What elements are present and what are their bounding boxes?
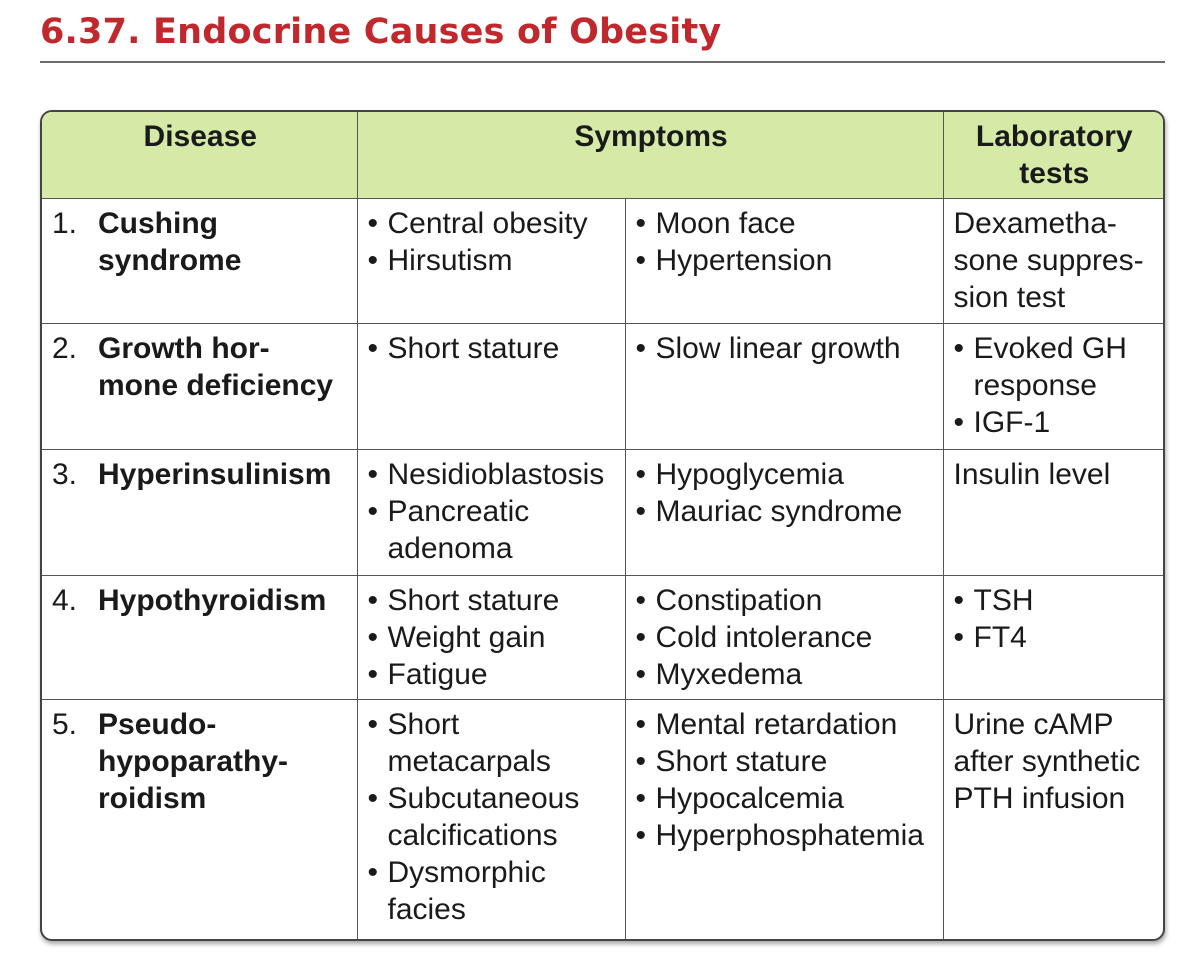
disease-cell: 1. Cushing syndrome <box>42 198 358 324</box>
row-number: 3. <box>52 458 78 491</box>
bullet-item: Hypoglycemia <box>636 456 935 493</box>
header-laboratory-tests: Laboratory tests <box>942 112 1163 199</box>
bullet-item: Hypertension <box>636 242 935 279</box>
row-number: 1. <box>52 207 78 240</box>
bullet-item: Myxedema <box>636 656 935 693</box>
lab-cell: Urine cAMP after synthetic PTH infusion <box>942 699 1163 939</box>
bullet-item: Weight gain <box>368 619 617 656</box>
table-row: 4. Hypothyroidism Short statureWeight gai… <box>42 575 1163 700</box>
symptoms-cell-right: Slow linear growth <box>624 323 944 450</box>
lab-cell: Dexametha-sone suppres-sion test <box>942 198 1163 324</box>
title-divider <box>40 61 1165 63</box>
disease-name: Hypothyroidism <box>98 584 327 617</box>
table-row: 1. Cushing syndrome Central obesityHirsut… <box>42 198 1163 324</box>
disease-name: Cushing syndrome <box>98 207 242 277</box>
symptoms-cell-left: Short statureWeight gainFatigue <box>356 575 626 700</box>
bullet-item: TSH <box>954 582 1156 619</box>
symptoms-cell-left: Short metacarpalsSubcutaneous calcificat… <box>356 699 626 939</box>
disease-name: Hyperinsulinism <box>98 458 332 491</box>
row-number: 4. <box>52 584 78 617</box>
bullet-item: Dysmorphic facies <box>368 854 617 928</box>
table-row: 3. Hyperinsulinism NesidioblastosisPancre… <box>42 449 1163 576</box>
symptoms-list: HypoglycemiaMauriac syndrome <box>636 456 935 530</box>
bullet-item: Hyperphosphatemia <box>636 817 935 854</box>
lab-list: Evoked GH responseIGF-1 <box>954 330 1156 441</box>
disease-cell: 5. Pseudo-hypoparathy-roidism <box>42 699 358 939</box>
symptoms-list: Slow linear growth <box>636 330 935 367</box>
bullet-item: Short metacarpals <box>368 706 617 780</box>
symptoms-list: Short metacarpalsSubcutaneous calcificat… <box>368 706 617 928</box>
header-symptoms: Symptoms <box>356 112 944 199</box>
table-row: 2. Growth hor-mone deficiency Short statu… <box>42 323 1163 450</box>
symptoms-cell-right: Moon faceHypertension <box>624 198 944 324</box>
bullet-item: Hypocalcemia <box>636 780 935 817</box>
lab-text: Insulin level <box>953 458 1111 491</box>
bullet-item: Short stature <box>368 582 617 619</box>
disease-cell: 2. Growth hor-mone deficiency <box>42 323 358 450</box>
bullet-item: FT4 <box>954 619 1156 656</box>
bullet-item: Pancreatic adenoma <box>368 493 617 567</box>
bullet-item: Cold intolerance <box>636 619 935 656</box>
bullet-item: Fatigue <box>368 656 617 693</box>
disease-name: Growth hor-mone deficiency <box>98 332 334 402</box>
lab-cell: Insulin level <box>942 449 1163 576</box>
page-title: 6.37. Endocrine Causes of Obesity <box>40 12 722 52</box>
bullet-item: Slow linear growth <box>636 330 935 367</box>
symptoms-cell-left: Short stature <box>356 323 626 450</box>
bullet-item: Central obesity <box>368 205 617 242</box>
lab-cell: TSHFT4 <box>942 575 1163 700</box>
bullet-item: Constipation <box>636 582 935 619</box>
symptoms-cell-left: NesidioblastosisPancreatic adenoma <box>356 449 626 576</box>
symptoms-list: ConstipationCold intoleranceMyxedema <box>636 582 935 693</box>
endocrine-obesity-table: Disease Symptoms Laboratory tests 1. Cush… <box>42 112 1163 939</box>
disease-cell: 4. Hypothyroidism <box>42 575 358 700</box>
symptoms-cell-right: ConstipationCold intoleranceMyxedema <box>624 575 944 700</box>
disease-cell: 3. Hyperinsulinism <box>42 449 358 576</box>
symptoms-cell-right: Mental retardationShort statureHypocalce… <box>624 699 944 939</box>
symptoms-list: Mental retardationShort statureHypocalce… <box>636 706 935 854</box>
symptoms-list: NesidioblastosisPancreatic adenoma <box>368 456 617 567</box>
header-disease: Disease <box>42 112 358 199</box>
row-number: 2. <box>52 332 78 365</box>
bullet-item: Moon face <box>636 205 935 242</box>
bullet-item: Mental retardation <box>636 706 935 743</box>
bullet-item: Subcutaneous calcifications <box>368 780 617 854</box>
header-row: Disease Symptoms Laboratory tests <box>42 112 1163 199</box>
symptoms-list: Short stature <box>368 330 617 367</box>
bullet-item: Nesidioblastosis <box>368 456 617 493</box>
bullet-item: Hirsutism <box>368 242 617 279</box>
bullet-item: Short stature <box>636 743 935 780</box>
symptoms-cell-right: HypoglycemiaMauriac syndrome <box>624 449 944 576</box>
symptoms-list: Short statureWeight gainFatigue <box>368 582 617 693</box>
lab-text: Urine cAMP after synthetic PTH infusion <box>953 708 1141 815</box>
bullet-item: IGF-1 <box>954 404 1156 441</box>
bullet-item: Evoked GH response <box>954 330 1156 404</box>
disease-name: Pseudo-hypoparathy-roidism <box>98 708 289 815</box>
bullet-item: Mauriac syndrome <box>636 493 935 530</box>
lab-list: TSHFT4 <box>954 582 1156 656</box>
symptoms-list: Central obesityHirsutism <box>368 205 617 279</box>
lab-cell: Evoked GH responseIGF-1 <box>942 323 1163 450</box>
symptoms-list: Moon faceHypertension <box>636 205 935 279</box>
lab-text: Dexametha-sone suppres-sion test <box>953 207 1144 314</box>
symptoms-cell-left: Central obesityHirsutism <box>356 198 626 324</box>
table-row: 5. Pseudo-hypoparathy-roidism Short metac… <box>42 699 1163 939</box>
table-frame: Disease Symptoms Laboratory tests 1. Cush… <box>40 110 1165 941</box>
bullet-item: Short stature <box>368 330 617 367</box>
row-number: 5. <box>52 708 78 741</box>
